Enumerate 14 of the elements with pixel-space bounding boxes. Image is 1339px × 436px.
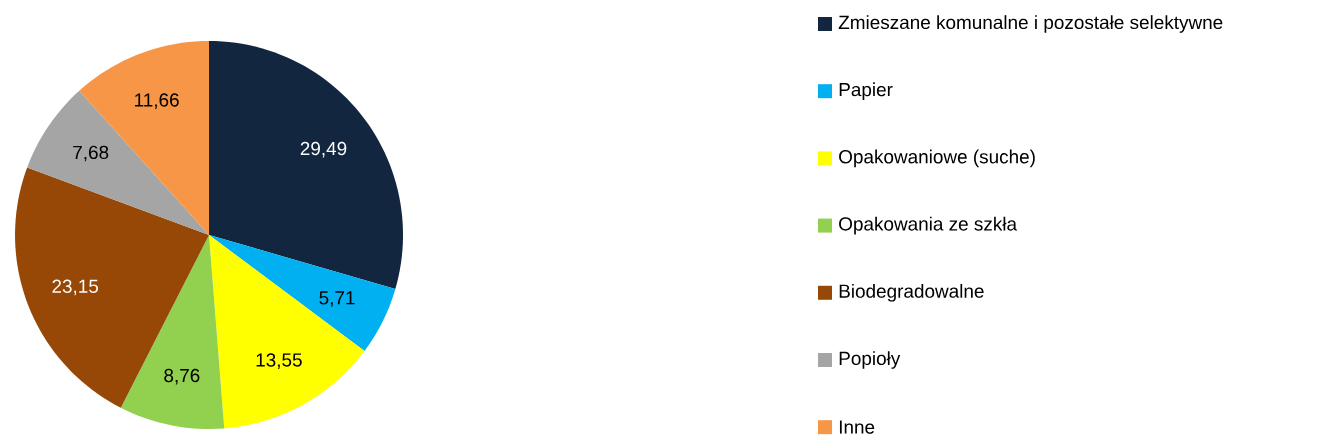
legend-label: Zmieszane komunalne i pozostałe selektywne (838, 15, 1223, 33)
data-label: 23,15 (52, 279, 99, 296)
data-label: 13,55 (256, 353, 302, 369)
legend-label: Opakowaniowe (suche) (839, 149, 1035, 168)
data-label: 11,66 (135, 93, 179, 109)
legend-label: Popioły (839, 351, 901, 369)
data-label: 5,71 (319, 291, 355, 307)
legend-label: Biodegradowalne (839, 283, 984, 302)
data-label: 7,68 (73, 145, 109, 162)
legend-label: Papier (839, 82, 893, 100)
data-label: 29,49 (300, 141, 347, 158)
legend-label: Inne (839, 420, 875, 434)
legend-label: Opakowania ze szkła (839, 216, 1018, 235)
data-label: 8,76 (164, 368, 200, 385)
